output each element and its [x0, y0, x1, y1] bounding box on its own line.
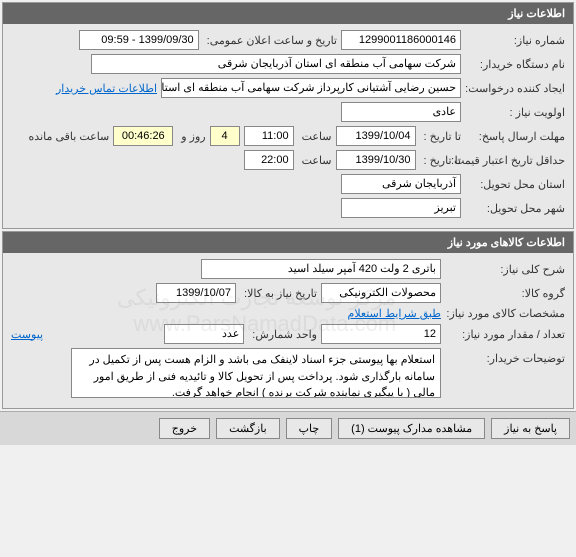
spec-link[interactable]: طبق شرایط استعلام — [348, 307, 441, 320]
province-label: استان محل تحویل: — [465, 178, 565, 191]
deadline-to-label: تا تاریخ : — [420, 130, 461, 143]
priority-field: عادی — [341, 102, 461, 122]
need-info-body: شماره نیاز: 1299001186000146 تاریخ و ساع… — [3, 24, 573, 228]
need-info-panel: اطلاعات نیاز شماره نیاز: 129900118600014… — [2, 2, 574, 229]
back-button[interactable]: بازگشت — [216, 418, 280, 439]
notes-label: توضیحات خریدار: — [445, 348, 565, 365]
qty-field: 12 — [321, 324, 441, 344]
notes-field: استعلام بها پیوستی جزء اسناد لاینفک می ب… — [71, 348, 441, 398]
requester-label: ایجاد کننده درخواست: — [465, 82, 565, 95]
credit-time-field: 22:00 — [244, 150, 294, 170]
buyer-org-label: نام دستگاه خریدار: — [465, 58, 565, 71]
desc-label: شرح کلی نیاز: — [445, 263, 565, 276]
respond-button[interactable]: پاسخ به نیاز — [491, 418, 570, 439]
announce-field: 1399/09/30 - 09:59 — [79, 30, 199, 50]
deadline-label: مهلت ارسال پاسخ: — [465, 130, 565, 143]
goods-info-body: شرح کلی نیاز: باتری 2 ولت 420 آمپر سیلد … — [3, 253, 573, 408]
priority-label: اولویت نیاز : — [465, 106, 565, 119]
buyer-org-field: شرکت سهامی آب منطقه ای استان آذربایجان ش… — [91, 54, 461, 74]
button-bar: پاسخ به نیاز مشاهده مدارک پیوست (1) چاپ … — [0, 411, 576, 445]
desc-field: باتری 2 ولت 420 آمپر سیلد اسید — [201, 259, 441, 279]
credit-to-label: تا تاریخ : — [420, 154, 461, 167]
time-remain-field: 00:46:26 — [113, 126, 173, 146]
unit-field: عدد — [164, 324, 244, 344]
need-date-field: 1399/10/07 — [156, 283, 236, 303]
days-remain-field: 4 — [210, 126, 240, 146]
need-number-field: 1299001186000146 — [341, 30, 461, 50]
contact-link[interactable]: اطلاعات تماس خریدار — [56, 82, 157, 95]
need-date-label: تاریخ نیاز به کالا: — [240, 287, 317, 300]
group-label: گروه کالا: — [445, 287, 565, 300]
announce-label: تاریخ و ساعت اعلان عمومی: — [203, 34, 337, 47]
group-field: محصولات الکترونیکی — [321, 283, 441, 303]
unit-label: واحد شمارش: — [248, 328, 317, 341]
goods-info-panel: مرکز توسعه تجارت الکترونیکیwww.ParsNamad… — [2, 231, 574, 409]
requester-field: حسین رضایی آشتیانی کارپرداز شرکت سهامی آ… — [161, 78, 461, 98]
province-field: آذربایجان شرقی — [341, 174, 461, 194]
attach-link[interactable]: پیوست — [11, 328, 43, 341]
remain-label: ساعت باقی مانده — [25, 130, 110, 143]
time-label-1: ساعت — [298, 130, 332, 143]
city-label: شهر محل تحویل: — [465, 202, 565, 215]
credit-date-field: 1399/10/30 — [336, 150, 416, 170]
days-label: روز و — [177, 130, 205, 143]
deadline-date-field: 1399/10/04 — [336, 126, 416, 146]
view-docs-button[interactable]: مشاهده مدارک پیوست (1) — [338, 418, 485, 439]
need-info-header: اطلاعات نیاز — [3, 3, 573, 24]
exit-button[interactable]: خروج — [159, 418, 210, 439]
goods-info-header: اطلاعات کالاهای مورد نیاز — [3, 232, 573, 253]
credit-label: حداقل تاریخ اعتبار قیمت: — [465, 154, 565, 167]
print-button[interactable]: چاپ — [286, 418, 333, 439]
time-label-2: ساعت — [298, 154, 332, 167]
deadline-time-field: 11:00 — [244, 126, 294, 146]
city-field: تبریز — [341, 198, 461, 218]
qty-label: تعداد / مقدار مورد نیاز: — [445, 328, 565, 341]
need-number-label: شماره نیاز: — [465, 34, 565, 47]
spec-label: مشخصات کالای مورد نیاز: — [445, 307, 565, 320]
